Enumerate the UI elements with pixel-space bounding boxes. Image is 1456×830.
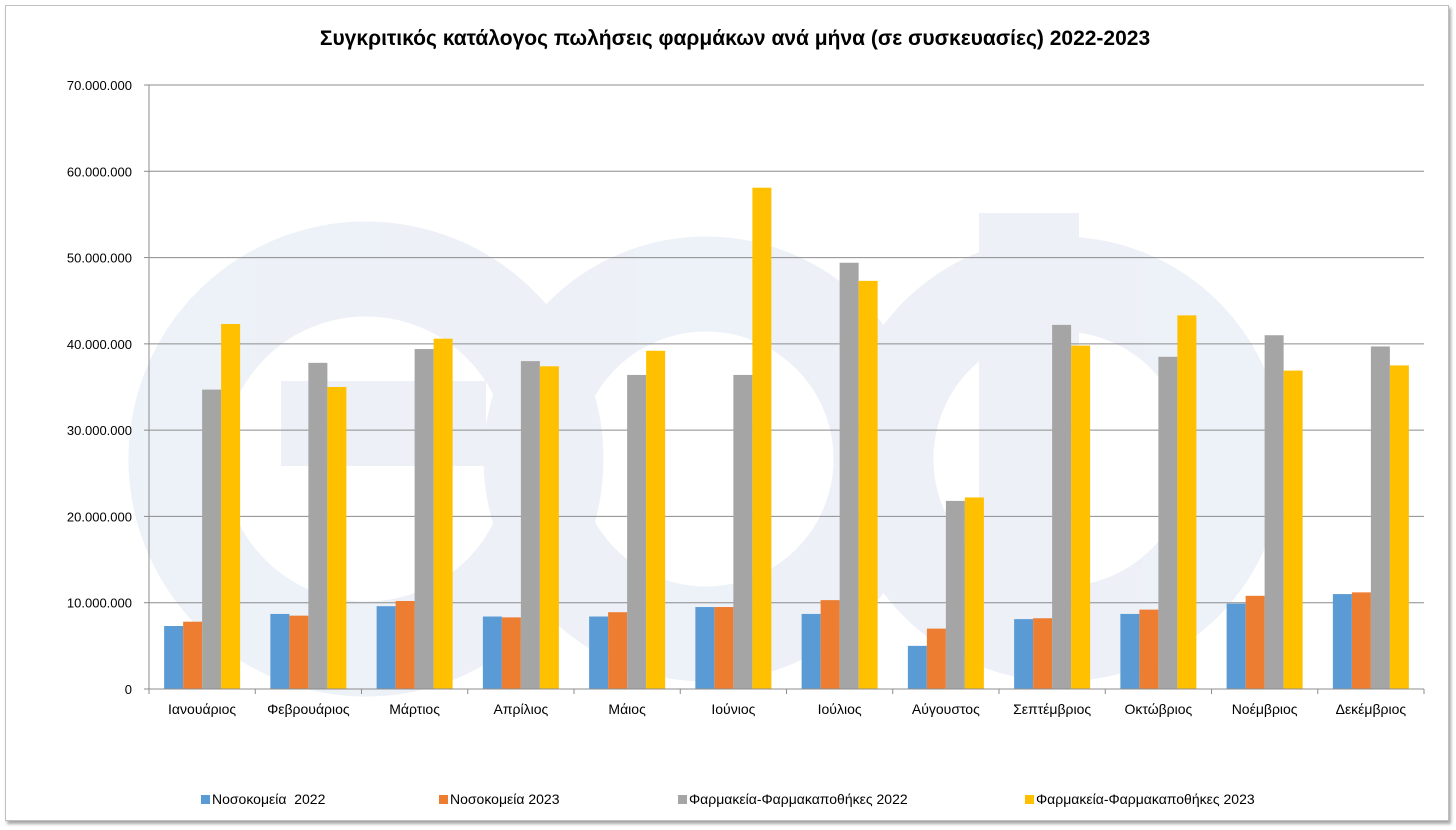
legend-label: Φαρμακεία-Φαρμακαποθήκες 2023 <box>1036 791 1255 807</box>
bar <box>164 626 184 689</box>
x-tick-label: Φεβρουάριος <box>267 701 350 717</box>
legend-item: Νοσοκομεία 2023 <box>439 791 560 807</box>
legend-swatch <box>201 795 210 804</box>
bar <box>183 621 203 689</box>
bar <box>1245 595 1265 689</box>
legend-swatch <box>439 795 448 804</box>
legend-swatch <box>1025 795 1034 804</box>
x-tick-label: Ιούλιος <box>818 701 862 717</box>
bar <box>1264 335 1284 689</box>
x-tick-label: Οκτώβριος <box>1124 701 1192 717</box>
legend-item: Φαρμακεία-Φαρμακαποθήκες 2023 <box>1025 791 1255 807</box>
bar <box>1283 370 1303 689</box>
bar <box>1120 613 1140 689</box>
bar <box>327 387 347 689</box>
bar <box>1370 346 1390 689</box>
bar <box>752 187 772 689</box>
legend-swatch <box>678 795 687 804</box>
bar <box>414 349 434 689</box>
bar <box>1158 356 1178 689</box>
bar <box>1389 365 1409 689</box>
bar <box>801 613 821 689</box>
bars <box>164 187 1409 689</box>
y-tick-label: 20.000.000 <box>67 509 132 524</box>
bar <box>1071 345 1091 689</box>
bar <box>627 374 647 689</box>
bar <box>589 616 609 689</box>
bar <box>820 600 840 689</box>
x-tick-label: Απρίλιος <box>494 701 549 717</box>
bar <box>1177 315 1197 689</box>
x-axis: Ιανουάριος Φεβρουάριος Μάρτιος Απρίλιος Μάιο… <box>148 688 1425 717</box>
bar <box>858 280 878 689</box>
bar <box>733 374 753 689</box>
y-tick-label: 70.000.000 <box>67 78 132 93</box>
bar <box>945 500 965 689</box>
y-axis: 0 10.000.000 20.000.000 30.000.000 40.000.00… <box>67 78 132 697</box>
bar <box>221 324 241 689</box>
y-tick-label: 60.000.000 <box>67 164 132 179</box>
bar <box>964 497 984 689</box>
y-tick-label: 40.000.000 <box>67 337 132 352</box>
chart-frame: Συγκριτικός κατάλογος πωλήσεις φαρμάκων … <box>5 5 1449 821</box>
legend-item: Νοσοκομεία 2022 <box>201 791 326 807</box>
bar <box>482 616 502 689</box>
y-tick-label: 0 <box>125 682 132 697</box>
x-tick-label: Σεπτέμβριος <box>1013 701 1091 717</box>
x-tick-label: Μάρτιος <box>389 701 440 717</box>
bar <box>376 606 396 689</box>
y-tick-label: 10.000.000 <box>67 596 132 611</box>
bar <box>501 617 521 689</box>
bar <box>1332 594 1352 689</box>
x-tick-label: Ιανουάριος <box>168 701 236 717</box>
bar <box>926 628 946 689</box>
x-tick-label: Δεκέμβριος <box>1336 701 1407 717</box>
y-tick-label: 50.000.000 <box>67 251 132 266</box>
x-tick-label: Νοέμβριος <box>1232 701 1298 717</box>
x-tick-label: Ιούνιος <box>711 701 755 717</box>
bar <box>714 607 734 689</box>
legend-item: Φαρμακεία-Φαρμακαποθήκες 2022 <box>678 791 908 807</box>
legend-label: Φαρμακεία-Φαρμακαποθήκες 2022 <box>689 791 908 807</box>
x-tick-label: Μάιος <box>608 701 646 717</box>
bar <box>1139 609 1159 689</box>
bar <box>695 607 715 689</box>
bar <box>433 338 453 689</box>
bar <box>1033 618 1053 689</box>
bar <box>202 389 222 689</box>
y-tick-label: 30.000.000 <box>67 423 132 438</box>
bar <box>1351 592 1371 689</box>
legend: Νοσοκομεία 2022 Νοσοκομεία 2023 Φαρμακεία-… <box>201 791 1255 807</box>
bar <box>839 262 859 689</box>
bar <box>1052 324 1072 689</box>
bar <box>608 612 628 689</box>
bar <box>1014 619 1034 689</box>
bar <box>646 350 666 689</box>
bar <box>520 361 540 689</box>
bar <box>270 613 290 689</box>
bar <box>289 615 309 689</box>
bar <box>308 362 328 689</box>
bar <box>907 645 927 689</box>
bar <box>1226 603 1246 689</box>
bar-chart: Συγκριτικός κατάλογος πωλήσεις φαρμάκων … <box>67 27 1425 807</box>
bar <box>539 366 559 689</box>
legend-label: Νοσοκομεία 2022 <box>212 791 326 807</box>
bar <box>395 600 415 689</box>
x-tick-label: Αύγουστος <box>912 701 980 717</box>
legend-label: Νοσοκομεία 2023 <box>450 791 560 807</box>
chart-title: Συγκριτικός κατάλογος πωλήσεις φαρμάκων … <box>320 27 1150 50</box>
